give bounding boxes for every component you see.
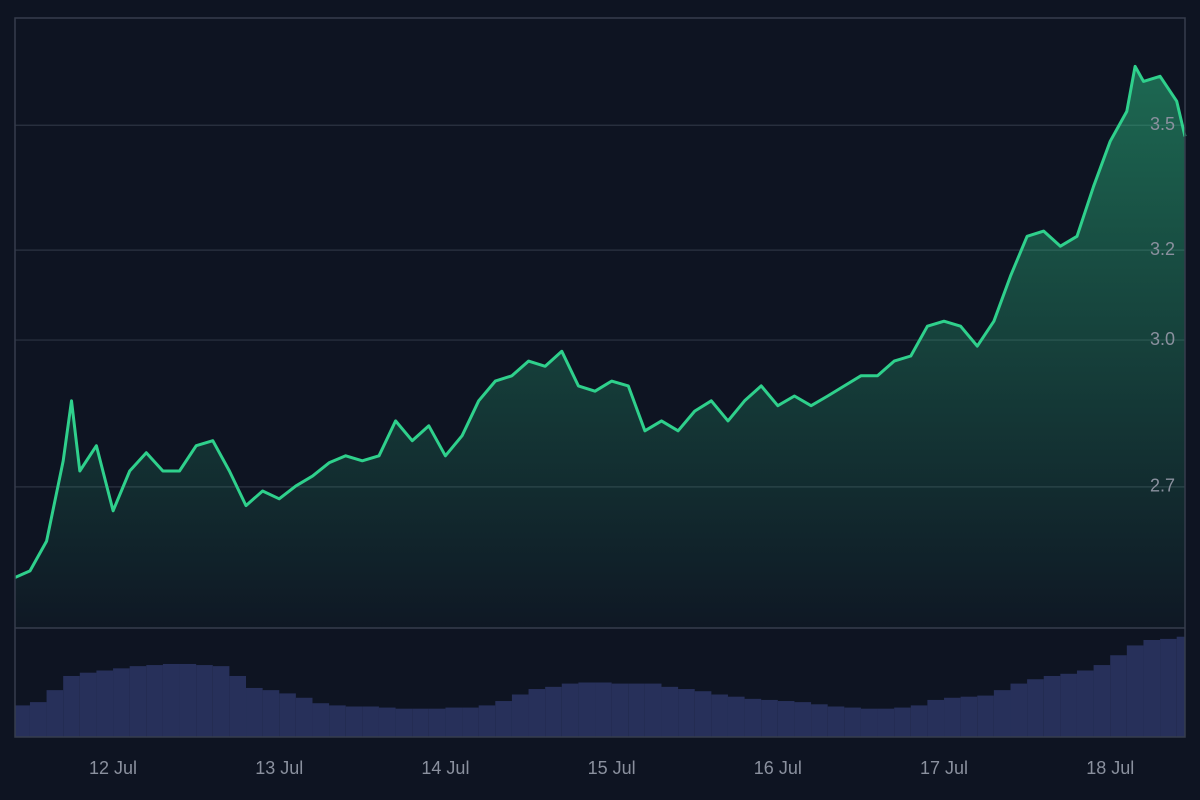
volume-bar [761, 699, 778, 737]
volume-bar [79, 672, 97, 737]
volume-bar [329, 705, 346, 737]
volume-bar [146, 665, 163, 737]
y-tick-label: 3.5 [1150, 114, 1175, 134]
x-tick-label: 12 Jul [89, 758, 137, 778]
volume-bar [279, 693, 296, 737]
x-tick-label: 15 Jul [588, 758, 636, 778]
volume-bar [345, 706, 363, 737]
volume-bar [744, 698, 762, 737]
price-line [14, 64, 1187, 579]
price-area [15, 66, 1185, 628]
volume-bar [644, 683, 662, 737]
volume-bar [628, 683, 645, 737]
volume-bar [844, 707, 861, 737]
volume-bar [694, 691, 712, 737]
volume-bar [927, 699, 945, 737]
x-tick-label: 16 Jul [754, 758, 802, 778]
volume-bar [811, 704, 828, 737]
volume-bar [246, 687, 263, 737]
volume-bar [1176, 636, 1185, 737]
volume-bar [944, 697, 961, 737]
volume-bar [545, 686, 562, 737]
volume-bar [877, 708, 895, 737]
volume-bar [1060, 673, 1077, 737]
volume-bar [179, 663, 197, 737]
volume-bar [528, 689, 546, 737]
volume-bar [462, 707, 479, 737]
volume-bar [595, 682, 612, 737]
volume-bar [1076, 670, 1094, 737]
volume-bar [1143, 639, 1161, 737]
volume-bar [113, 668, 130, 737]
volume-bar [561, 683, 579, 737]
x-tick-label: 13 Jul [255, 758, 303, 778]
volume-bar [894, 707, 911, 737]
volume-bar [578, 682, 596, 737]
volume-bar [960, 696, 978, 737]
y-tick-label: 3.0 [1150, 329, 1175, 349]
volume-bar [15, 705, 30, 737]
volume-bar [1093, 665, 1111, 737]
volume-bar [262, 690, 280, 737]
volume-bar [478, 705, 496, 737]
volume-bar [428, 708, 446, 737]
volume-bar [295, 697, 313, 737]
volume-bar [860, 708, 878, 737]
volume-bar [229, 675, 247, 737]
volume-bar [362, 706, 379, 737]
y-tick-label: 3.2 [1150, 239, 1175, 259]
volume-bar [63, 675, 80, 737]
volume-bar [1027, 679, 1044, 737]
volume-bar [96, 670, 114, 737]
volume-bar [611, 683, 629, 737]
volume-bar [711, 694, 728, 737]
volume-bar [777, 701, 795, 737]
x-tick-label: 18 Jul [1086, 758, 1134, 778]
volume-bar [212, 666, 230, 737]
plot-frame [14, 17, 1186, 738]
volume-bar [162, 663, 180, 737]
volume-bar [1110, 655, 1127, 737]
volume-bar [727, 696, 745, 737]
volume-bar [993, 690, 1011, 737]
volume-bar [196, 665, 213, 737]
y-tick-label: 2.7 [1150, 476, 1175, 496]
volume-bar [495, 701, 512, 737]
plot: 3.5 3.2 3.0 2.7 12 Jul 13 Jul 14 Jul 15 Jul 16 J… [14, 64, 1187, 778]
volume-bar [678, 689, 695, 737]
volume-bar [511, 694, 529, 737]
volume-bar [827, 706, 845, 737]
volume-bar [412, 708, 429, 737]
volume-bar [794, 702, 812, 737]
volume-bar [1043, 675, 1061, 737]
volume-bar [1010, 683, 1028, 737]
volume-bar [129, 666, 147, 737]
volume-bar [910, 705, 928, 737]
volume-bar [445, 707, 463, 737]
x-tick-label: 14 Jul [421, 758, 469, 778]
volume-bar [29, 702, 47, 737]
x-tick-label: 17 Jul [920, 758, 968, 778]
volume-bar [661, 686, 679, 737]
volume-bar [46, 690, 64, 737]
volume-bar [378, 707, 396, 737]
volume-bar [312, 703, 330, 737]
volume-bar [1126, 645, 1144, 737]
volume-bar [395, 708, 413, 737]
volume-bar [1160, 638, 1177, 737]
volume-bar [977, 695, 994, 737]
